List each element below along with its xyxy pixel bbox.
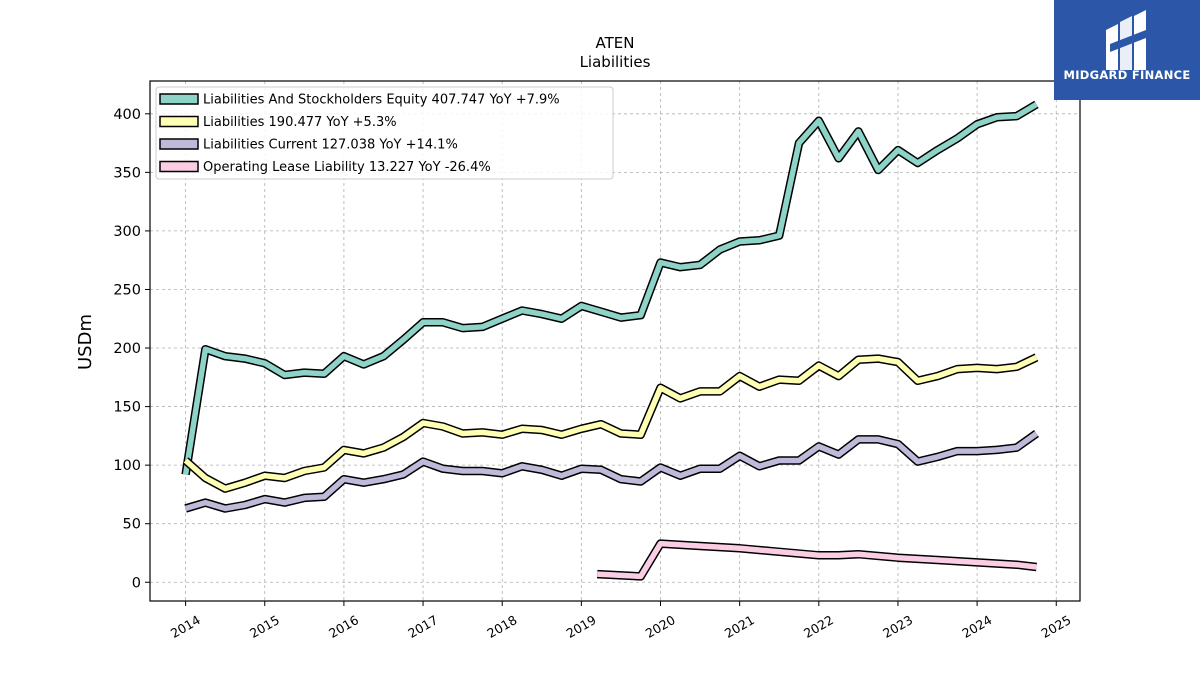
y-tick-label: 50 [123,517,141,533]
y-tick-label: 250 [113,282,141,298]
series-line [182,102,1038,475]
series-line [184,431,1039,512]
y-tick-label: 300 [113,224,141,240]
series-line [597,540,1037,580]
x-tick-label: 2016 [326,612,361,641]
x-tick-label: 2023 [880,612,915,641]
legend-swatch [159,93,199,105]
chart-subtitle: Liabilities [580,53,651,71]
legend: Liabilities And Stockholders Equity 407.… [155,86,614,180]
legend-label: Liabilities 190.477 YoY +5.3% [203,115,397,130]
y-tick-label: 150 [113,400,141,416]
midgard-logo-icon [1106,10,1146,70]
y-axis-label: USDm [75,314,96,370]
y-tick-label: 100 [113,458,141,474]
brand-name: MIDGARD FINANCE [1063,68,1191,82]
legend-label: Operating Lease Liability 13.227 YoY -26… [203,160,491,175]
x-tick-label: 2014 [168,612,203,641]
x-tick-label: 2019 [564,612,599,641]
x-tick-label: 2022 [801,612,836,641]
legend-box [155,86,614,180]
x-tick-label: 2018 [484,612,519,641]
x-tick-label: 2024 [959,612,994,641]
y-tick-label: 350 [113,165,141,181]
x-tick-label: 2025 [1038,612,1073,641]
y-tick-label: 0 [132,575,141,591]
plot-frame [149,80,1081,602]
series-line [183,354,1038,492]
y-tick-label: 400 [113,107,141,123]
y-tick-label: 200 [113,341,141,357]
legend-label: Liabilities And Stockholders Equity 407.… [203,93,560,108]
x-axis-ticks: 2014 2015 2016 2017 2018 2019 2020 2021 2022 2023… [168,601,1074,641]
legend-swatch [159,138,199,150]
x-tick-label: 2017 [405,612,440,641]
legend-label: Liabilities Current 127.038 YoY +14.1% [203,138,458,153]
x-tick-label: 2015 [247,612,282,641]
series-lines [181,100,1039,581]
legend-swatch [159,160,199,173]
y-axis-ticks: 0 50 100 150 200 250 300 350 400 [113,107,150,591]
legend-swatch [159,115,199,128]
x-tick-label: 2020 [643,612,678,641]
x-tick-label: 2021 [722,612,757,641]
brand-logo: MIDGARD FINANCE [1054,0,1200,100]
chart-title: ATEN [596,34,635,52]
